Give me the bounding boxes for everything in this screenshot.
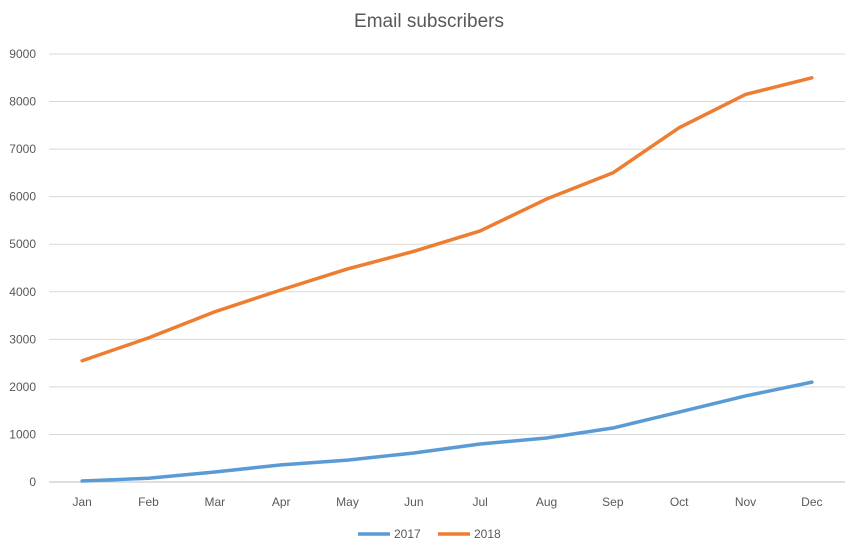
x-tick-label: Aug [536, 495, 557, 509]
y-tick-label: 0 [29, 475, 36, 489]
series-line-2018 [80, 76, 814, 363]
x-tick-label: Mar [204, 495, 225, 509]
series-line-2017 [80, 380, 814, 483]
x-tick-label: Feb [138, 495, 159, 509]
x-tick-label: May [336, 495, 359, 509]
chart-title: Email subscribers [354, 11, 504, 32]
y-tick-label: 9000 [9, 47, 36, 61]
x-tick-label: Apr [272, 495, 291, 509]
legend-label: 2017 [394, 527, 421, 541]
y-tick-label: 1000 [9, 427, 36, 441]
y-tick-label: 5000 [9, 237, 36, 251]
y-tick-label: 8000 [9, 95, 36, 109]
x-tick-label: Jan [72, 495, 91, 509]
y-tick-label: 2000 [9, 380, 36, 394]
y-tick-label: 6000 [9, 190, 36, 204]
legend-label: 2018 [474, 527, 501, 541]
x-tick-label: Sep [602, 495, 624, 509]
x-tick-label: Jul [472, 495, 487, 509]
y-tick-label: 7000 [9, 142, 36, 156]
x-tick-label: Dec [801, 495, 822, 509]
x-tick-label: Nov [735, 495, 756, 509]
x-tick-label: Jun [404, 495, 423, 509]
y-tick-label: 3000 [9, 332, 36, 346]
x-tick-label: Oct [670, 495, 689, 509]
y-tick-label: 4000 [9, 285, 36, 299]
